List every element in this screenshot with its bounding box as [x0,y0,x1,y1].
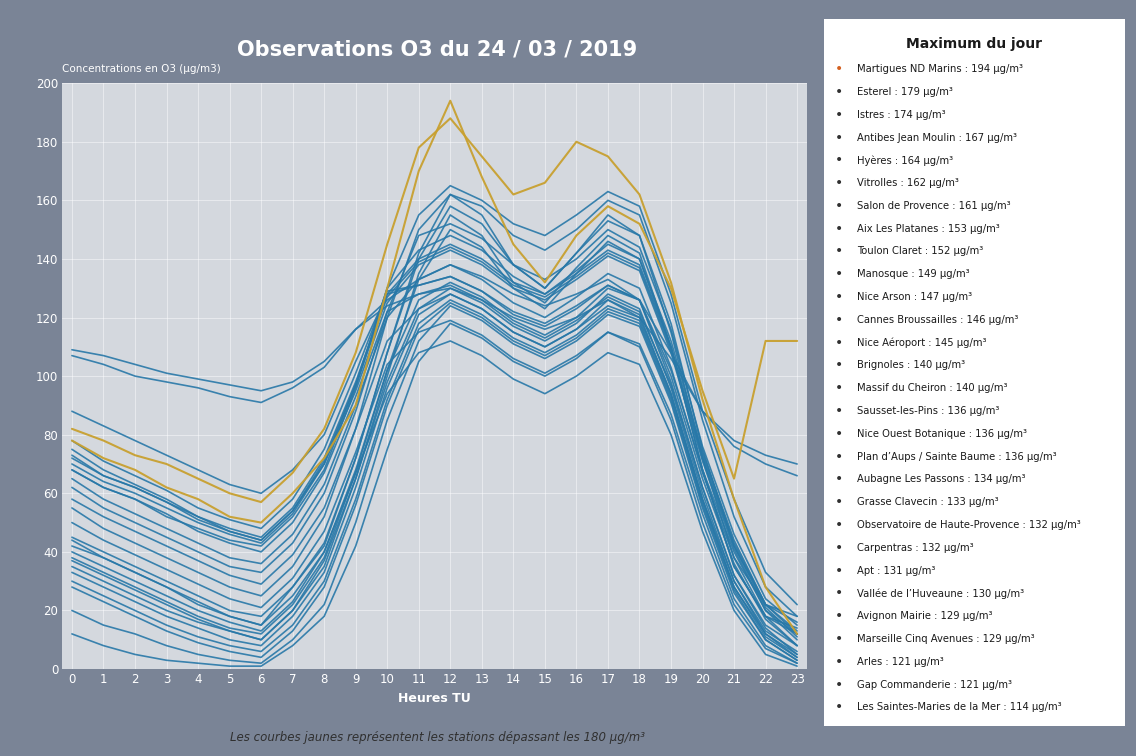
Text: Les Saintes-Maries de la Mer : 114 μg/m³: Les Saintes-Maries de la Mer : 114 μg/m³ [857,702,1061,712]
Text: Gap Commanderie : 121 μg/m³: Gap Commanderie : 121 μg/m³ [857,680,1012,689]
Text: Concentrations en O3 (μg/m3): Concentrations en O3 (μg/m3) [62,64,222,74]
Text: Grasse Clavecin : 133 μg/m³: Grasse Clavecin : 133 μg/m³ [857,497,999,507]
Text: •: • [835,358,843,373]
Text: •: • [835,313,843,327]
Text: Observations O3 du 24 / 03 / 2019: Observations O3 du 24 / 03 / 2019 [237,39,637,59]
Text: •: • [835,541,843,555]
FancyBboxPatch shape [824,19,1125,726]
Text: •: • [835,153,843,167]
Text: Plan d’Aups / Sainte Baume : 136 μg/m³: Plan d’Aups / Sainte Baume : 136 μg/m³ [857,451,1056,462]
Text: Observatoire de Haute-Provence : 132 μg/m³: Observatoire de Haute-Provence : 132 μg/… [857,520,1080,530]
Text: •: • [835,563,843,578]
Text: Nice Ouest Botanique : 136 μg/m³: Nice Ouest Botanique : 136 μg/m³ [857,429,1027,438]
Text: •: • [835,381,843,395]
Text: Arles : 121 μg/m³: Arles : 121 μg/m³ [857,657,944,667]
Text: •: • [835,404,843,418]
Text: Toulon Claret : 152 μg/m³: Toulon Claret : 152 μg/m³ [857,246,983,256]
Text: Nice Arson : 147 μg/m³: Nice Arson : 147 μg/m³ [857,292,971,302]
Text: •: • [835,268,843,281]
Text: Vitrolles : 162 μg/m³: Vitrolles : 162 μg/m³ [857,178,959,188]
Text: •: • [835,632,843,646]
Text: •: • [835,222,843,236]
Text: Marseille Cinq Avenues : 129 μg/m³: Marseille Cinq Avenues : 129 μg/m³ [857,634,1035,644]
Text: Salon de Provence : 161 μg/m³: Salon de Provence : 161 μg/m³ [857,201,1010,211]
Text: Vallée de l’Huveaune : 130 μg/m³: Vallée de l’Huveaune : 130 μg/m³ [857,588,1024,599]
Text: •: • [835,700,843,714]
Text: Carpentras : 132 μg/m³: Carpentras : 132 μg/m³ [857,543,974,553]
Text: •: • [835,176,843,190]
Text: Massif du Cheiron : 140 μg/m³: Massif du Cheiron : 140 μg/m³ [857,383,1008,393]
Text: Antibes Jean Moulin : 167 μg/m³: Antibes Jean Moulin : 167 μg/m³ [857,132,1017,143]
Text: •: • [835,108,843,122]
Text: •: • [835,518,843,532]
Text: •: • [835,427,843,441]
Text: Aubagne Les Passons : 134 μg/m³: Aubagne Les Passons : 134 μg/m³ [857,475,1025,485]
Text: •: • [835,131,843,144]
Text: Maximum du jour: Maximum du jour [907,36,1042,51]
Text: •: • [835,609,843,623]
Text: Manosque : 149 μg/m³: Manosque : 149 μg/m³ [857,269,969,279]
Text: •: • [835,655,843,669]
Text: •: • [835,85,843,99]
Text: •: • [835,587,843,600]
Text: Avignon Mairie : 129 μg/m³: Avignon Mairie : 129 μg/m³ [857,611,992,621]
Text: Hyères : 164 μg/m³: Hyères : 164 μg/m³ [857,155,953,166]
Text: •: • [835,244,843,259]
Text: Martigues ND Marins : 194 μg/m³: Martigues ND Marins : 194 μg/m³ [857,64,1022,74]
Text: •: • [835,336,843,350]
Text: •: • [835,472,843,486]
Text: •: • [835,495,843,510]
Text: Cannes Broussailles : 146 μg/m³: Cannes Broussailles : 146 μg/m³ [857,314,1018,325]
X-axis label: Heures TU: Heures TU [398,692,471,705]
Text: Sausset-les-Pins : 136 μg/m³: Sausset-les-Pins : 136 μg/m³ [857,406,999,416]
Text: Les courbes jaunes représentent les stations dépassant les 180 μg/m³: Les courbes jaunes représentent les stat… [229,730,645,744]
Text: •: • [835,290,843,304]
Text: Aix Les Platanes : 153 μg/m³: Aix Les Platanes : 153 μg/m³ [857,224,1000,234]
Text: Apt : 131 μg/m³: Apt : 131 μg/m³ [857,565,935,575]
Text: Istres : 174 μg/m³: Istres : 174 μg/m³ [857,110,945,119]
Text: Esterel : 179 μg/m³: Esterel : 179 μg/m³ [857,87,953,97]
Text: Nice Aéroport : 145 μg/m³: Nice Aéroport : 145 μg/m³ [857,337,986,348]
Text: •: • [835,450,843,463]
Text: Brignoles : 140 μg/m³: Brignoles : 140 μg/m³ [857,361,964,370]
Text: •: • [835,677,843,692]
Text: •: • [835,62,843,76]
Text: •: • [835,199,843,213]
